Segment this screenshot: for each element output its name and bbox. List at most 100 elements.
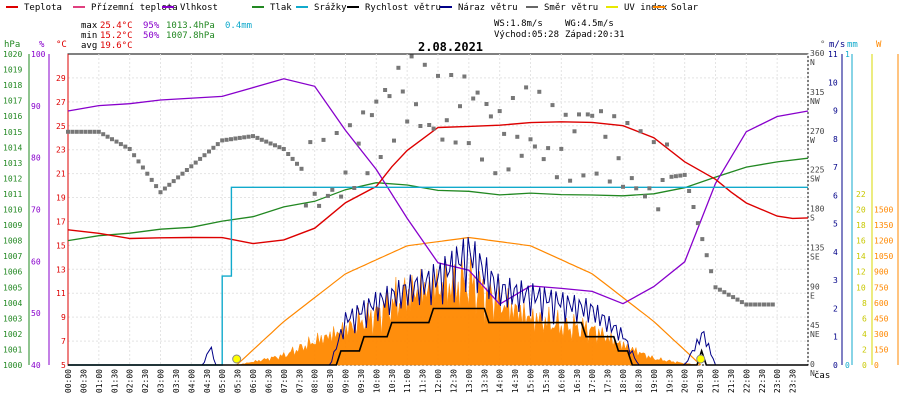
direction-point [506, 167, 511, 172]
direction-point [171, 179, 176, 184]
direction-point [431, 126, 436, 131]
direction-point [572, 129, 577, 134]
time-label: 09:00 [342, 369, 351, 393]
direction-point [140, 165, 145, 170]
tick-temperature: 9 [61, 313, 66, 322]
legend-item-2: Přízemní teplota [73, 3, 178, 13]
tick-wind: 0 [833, 361, 838, 370]
legend-item-5: Srážky [296, 3, 347, 13]
direction-point [193, 160, 198, 165]
direction-point [136, 159, 141, 164]
stat-max-humidity: 95% [143, 21, 160, 31]
direction-point [202, 153, 207, 158]
direction-point [325, 193, 330, 198]
direction-point [347, 123, 352, 128]
direction-point [409, 54, 414, 59]
direction-point [709, 269, 714, 274]
time-label: 04:30 [203, 369, 212, 393]
time-label: 01:00 [95, 369, 104, 393]
direction-point [713, 285, 718, 290]
time-label: 23:30 [789, 369, 798, 393]
legend-label: Vlhkost [180, 3, 218, 13]
direction-point [673, 174, 678, 179]
legend-item-8: Směr větru [526, 3, 598, 13]
axis-unit-ms: m/s [829, 40, 845, 50]
direction-point [123, 144, 128, 149]
tick-temperature: 11 [56, 289, 66, 298]
tick-pressure: 1009 [3, 221, 22, 230]
time-label: 18:30 [634, 369, 643, 393]
time-label: 03:30 [172, 369, 181, 393]
direction-point [392, 138, 396, 143]
time-label: 09:30 [357, 369, 366, 393]
direction-point [629, 176, 634, 181]
direction-point [510, 96, 515, 100]
tick-pressure: 1000 [3, 361, 22, 370]
direction-point [149, 177, 154, 182]
stat-max-pressure: 1013.4hPa [166, 21, 215, 31]
tick-wind: 10 [828, 78, 838, 87]
axis-unit-mm: mm [847, 40, 858, 50]
tick-direction-label: SW [810, 175, 820, 184]
tick-solar: 1500 [874, 206, 893, 215]
direction-point [519, 153, 524, 158]
time-label: 02:00 [126, 369, 135, 393]
tick-direction: 225 [810, 166, 825, 175]
tick-pressure: 1003 [3, 314, 22, 323]
direction-point [585, 112, 590, 117]
direction-point [251, 134, 255, 139]
tick-wind: 2 [833, 304, 838, 313]
stat-min-temp: 15.2°C [100, 31, 133, 41]
direction-point [695, 221, 700, 226]
direction-point [268, 141, 273, 146]
time-label: 14:00 [496, 369, 505, 393]
legend-label: Rychlost větru [365, 3, 441, 13]
direction-point [717, 287, 722, 292]
tick-wind: 11 [828, 50, 838, 59]
x-axis: 00:00 00:30 01:00 01:30 02:00 02:30 03:00 03:30… [64, 369, 798, 393]
stat-min-label: min [81, 31, 97, 41]
time-label: 12:30 [449, 369, 458, 393]
legend-label: UV index [624, 3, 668, 13]
direction-point [74, 129, 79, 134]
legend-label: Teplota [24, 3, 62, 13]
direction-point [739, 300, 744, 305]
time-label: 03:00 [157, 369, 166, 393]
time-label: 19:30 [665, 369, 674, 393]
direction-point [66, 129, 70, 134]
direction-point [158, 190, 163, 195]
direction-point [563, 112, 568, 117]
stat-avg-label: avg [81, 41, 97, 51]
direction-point [607, 179, 612, 184]
direction-point [189, 164, 194, 169]
stat-min-pressure: 1007.8hPa [166, 31, 215, 41]
tick-humidity: 100 [31, 50, 46, 59]
time-label: 05:30 [234, 369, 243, 393]
tick-solar: 0 [874, 361, 879, 370]
direction-point [92, 129, 97, 134]
tick-solar: 1350 [874, 221, 893, 230]
tick-pressure: 1004 [3, 299, 22, 308]
legend-item-6: Rychlost větru [347, 3, 441, 13]
time-label: 11:30 [419, 369, 428, 393]
direction-point [383, 88, 388, 92]
time-label: 13:00 [465, 369, 474, 393]
tick-temperature: 5 [61, 361, 66, 370]
tick-solar: 750 [874, 283, 889, 292]
time-label: 00:30 [79, 369, 88, 393]
direction-point [704, 253, 709, 258]
direction-point [665, 142, 669, 147]
direction-point [638, 129, 643, 134]
tick-pressure: 1006 [3, 268, 22, 277]
tick-wind: 4 [833, 248, 838, 257]
stat-sunrise: Východ:05:28 [494, 30, 559, 40]
tick-pressure: 1019 [3, 66, 22, 75]
direction-point [414, 102, 418, 107]
direction-point [281, 147, 286, 151]
tick-pressure: 1001 [3, 345, 22, 354]
tick-uv: 18 [856, 221, 866, 230]
direction-point [678, 173, 683, 178]
direction-point [554, 175, 559, 180]
